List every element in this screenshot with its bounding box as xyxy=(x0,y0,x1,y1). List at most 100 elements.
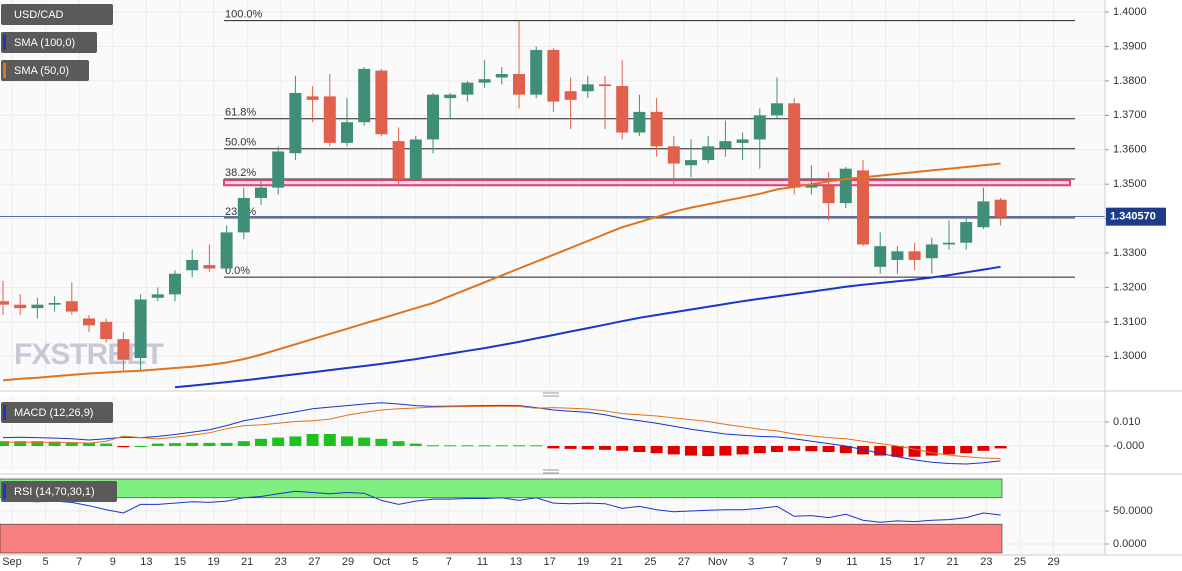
x-tick-label: 17 xyxy=(913,556,925,568)
macd-bar xyxy=(633,445,646,452)
macd-bar xyxy=(650,445,663,454)
x-tick-label: 7 xyxy=(76,556,82,568)
overlay: Sep 5 7 9 13 15 19 21 23 27 29 Oct 5 7 11 13 17 19 21 25 27 N… xyxy=(1,4,1166,568)
candle-body xyxy=(822,185,835,204)
fib-label: 50.0% xyxy=(225,137,256,149)
macd-bar xyxy=(306,433,319,446)
candle-body xyxy=(323,96,336,143)
x-tick-label: 27 xyxy=(678,556,690,568)
y-tick-label: 1.3900 xyxy=(1113,40,1147,52)
x-tick-label: 21 xyxy=(947,556,959,568)
macd-bar xyxy=(822,445,835,452)
candle-body xyxy=(805,184,818,188)
macd-bar xyxy=(805,445,818,452)
macd-bar xyxy=(736,445,749,455)
candle-body xyxy=(151,294,164,298)
macd-bar xyxy=(530,445,543,447)
candle-body xyxy=(564,91,577,100)
candle-body xyxy=(719,141,732,149)
candle-body xyxy=(908,251,921,260)
x-tick-label: 19 xyxy=(577,556,589,568)
macd-bar xyxy=(272,437,285,446)
candle-body xyxy=(788,103,801,188)
macd-bar xyxy=(599,445,611,450)
macd-bar xyxy=(547,445,560,449)
indicator-label: MACD (12,26,9) xyxy=(14,407,93,419)
x-tick-label: 13 xyxy=(140,556,152,568)
macd-bar xyxy=(702,445,715,457)
y-tick-label: 1.3300 xyxy=(1113,247,1147,259)
candle-body xyxy=(771,103,783,116)
candle-body xyxy=(547,49,560,102)
candle-body xyxy=(960,222,973,243)
x-tick-label: 13 xyxy=(510,556,522,568)
x-tick-label: 29 xyxy=(342,556,354,568)
legend-entry: SMA (50,0) xyxy=(14,65,69,77)
x-tick-label: 21 xyxy=(241,556,253,568)
candle-body xyxy=(65,301,78,312)
candle-body xyxy=(427,94,439,140)
fib-label: 100.0% xyxy=(225,9,263,21)
x-tick-label: 11 xyxy=(477,556,488,568)
macd-bar xyxy=(151,443,164,446)
candle-body xyxy=(100,321,113,340)
macd-bar xyxy=(839,445,852,454)
macd-bar xyxy=(237,441,250,446)
candle-body xyxy=(186,259,199,271)
macd-bar xyxy=(495,445,508,447)
candle-body xyxy=(891,251,904,260)
candle-body xyxy=(736,139,749,143)
y-tick-label: 1.3100 xyxy=(1113,316,1147,328)
macd-bar xyxy=(891,445,904,457)
macd-bar xyxy=(220,442,233,446)
macd-bar xyxy=(186,442,199,446)
candle-body xyxy=(667,146,680,164)
macd-bar xyxy=(908,445,921,457)
candle-body xyxy=(0,301,9,305)
macd-bar xyxy=(203,442,216,446)
candle-body xyxy=(14,304,27,309)
candle-body xyxy=(358,68,371,123)
fib-label: 61.8% xyxy=(225,107,256,119)
candle-body xyxy=(409,139,422,180)
legend-entry-box xyxy=(1,60,89,81)
overbought-zone xyxy=(0,478,1003,499)
candle-body xyxy=(977,201,990,228)
macd-bar xyxy=(977,445,990,451)
macd-bar xyxy=(753,445,766,454)
macd-bar xyxy=(564,445,577,449)
macd-bar xyxy=(857,445,869,455)
macd-bar xyxy=(719,445,732,456)
macd-bar xyxy=(788,445,801,451)
macd-bar xyxy=(65,442,78,446)
macd-bar xyxy=(375,438,388,446)
legend-entry-swatch xyxy=(3,63,6,78)
candle-body xyxy=(306,96,319,100)
legend-symbol-box xyxy=(1,4,113,25)
x-tick-label: 29 xyxy=(1047,556,1059,568)
macd-bar xyxy=(0,441,9,446)
oversold-zone xyxy=(0,523,1003,554)
candle-body xyxy=(753,115,766,140)
y-tick-label: 1.3500 xyxy=(1113,178,1147,190)
resistance-band xyxy=(223,179,1071,187)
indicator-label-box xyxy=(1,402,113,423)
candle-body xyxy=(375,70,388,135)
candle-body xyxy=(255,187,267,198)
macd-bar xyxy=(134,445,147,447)
x-tick-label: 5 xyxy=(43,556,49,568)
candle-body xyxy=(616,86,629,133)
candle-body xyxy=(169,273,181,295)
pane-handle[interactable] xyxy=(543,392,559,474)
x-tick-label: 9 xyxy=(110,556,116,568)
macd-bar xyxy=(341,436,353,446)
x-tick-label: Sep xyxy=(2,556,22,568)
candle-body xyxy=(495,74,508,78)
macd-bar xyxy=(943,445,955,455)
x-tick-label: 11 xyxy=(846,556,857,568)
macd-bar xyxy=(255,438,267,446)
x-tick-label: 17 xyxy=(543,556,555,568)
candle-body xyxy=(530,49,543,95)
macd-bar xyxy=(667,445,680,455)
